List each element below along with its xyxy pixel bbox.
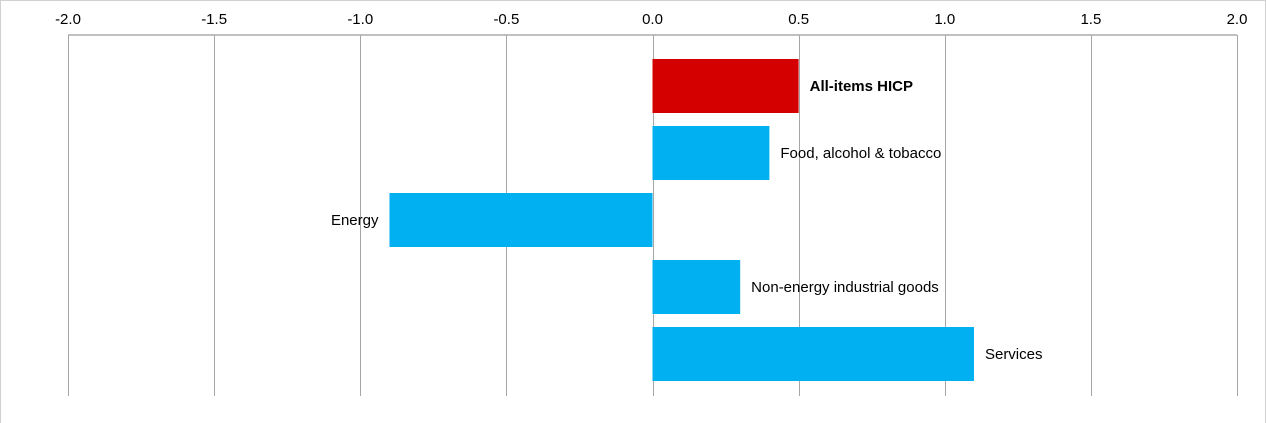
bar-labels: All-items HICP Food, alcohol & tobacco Ene… (331, 78, 1043, 363)
bar-label: Food, alcohol & tobacco (780, 145, 941, 162)
bar-non-energy-industrial-goods (652, 260, 741, 314)
bar-label: Non-energy industrial goods (751, 279, 939, 296)
bar-services (652, 327, 974, 381)
x-tick-label: 1.5 (1080, 11, 1101, 28)
x-tick-label: 0.0 (642, 11, 663, 28)
x-axis-ticks: -2.0 -1.5 -1.0 -0.5 0.0 0.5 1.0 1.5 2.0 (55, 11, 1247, 28)
x-tick-label: 0.5 (788, 11, 809, 28)
bar-food-alcohol-tobacco (652, 126, 770, 180)
x-tick-label: -1.0 (347, 11, 373, 28)
bars (389, 59, 974, 381)
x-tick-label: -2.0 (55, 11, 81, 28)
bar-label: Energy (331, 212, 379, 229)
bar-label: Services (985, 346, 1043, 363)
bar-label: All-items HICP (810, 78, 913, 95)
bar-all-items-hicp (652, 59, 799, 113)
x-tick-label: -0.5 (493, 11, 519, 28)
bar-energy (389, 193, 653, 247)
x-tick-label: -1.5 (201, 11, 227, 28)
x-tick-label: 1.0 (934, 11, 955, 28)
x-tick-label: 2.0 (1227, 11, 1248, 28)
